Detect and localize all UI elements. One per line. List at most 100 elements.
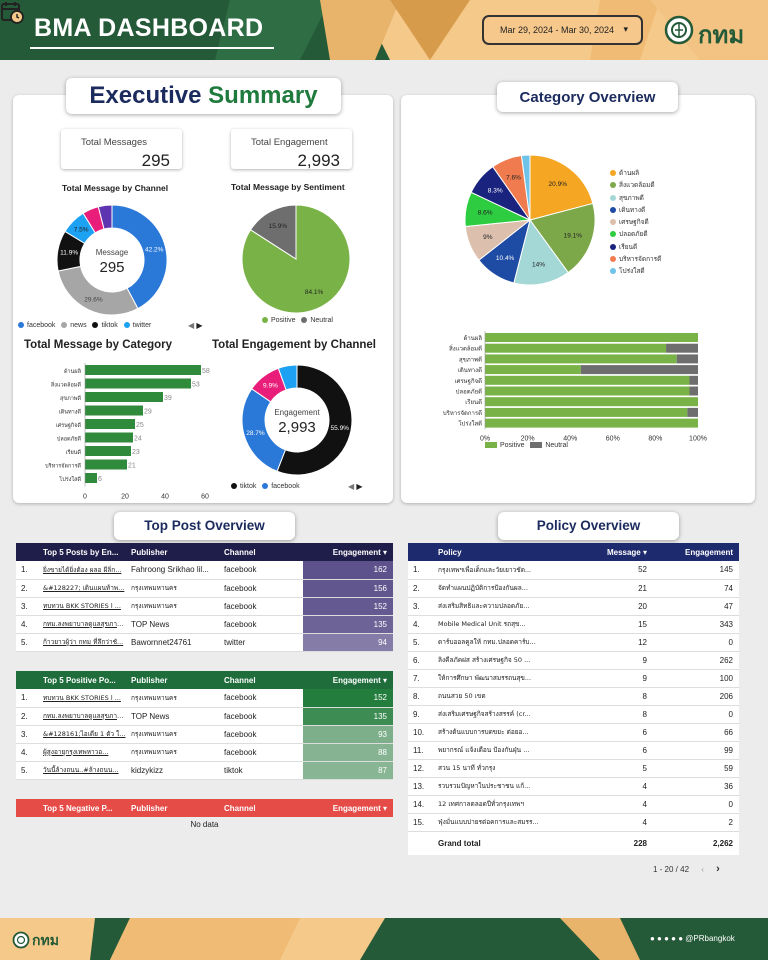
tick-label: 80% [648, 435, 662, 442]
table-cell: 3. [408, 597, 433, 616]
table-cell: 94 [303, 633, 393, 652]
bar-label: ปลอดภัยดี [57, 436, 82, 443]
column-header[interactable] [16, 543, 38, 561]
column-header[interactable] [408, 543, 433, 561]
table-cell: 9. [408, 705, 433, 724]
table-cell: 3. [16, 597, 38, 616]
table-row[interactable]: 2. &#128227; เดินแผนท้าพ... กรุงเทพมหานคร f… [16, 579, 393, 598]
next-icon[interactable]: ▶ [196, 321, 203, 330]
prev-page-icon[interactable]: ‹ [701, 865, 704, 874]
tick-label: 60 [201, 494, 209, 501]
bar-label: เดินทางดี [59, 409, 82, 416]
column-header[interactable]: Channel [219, 671, 303, 689]
legend-label: ปลอดภัยดี [619, 230, 648, 239]
table-row[interactable]: 8. ถนนสวย 50 เขต 8 206 [408, 687, 739, 706]
table-row[interactable]: 5. ก้าวยาวผู้ว่า กทม ที่ลึกว่าชั... Baworn… [16, 633, 393, 652]
calendar-icon[interactable] [0, 0, 24, 24]
table-cell: 7. [408, 669, 433, 688]
table-cell: 0 [653, 795, 739, 814]
column-header[interactable]: Engagement ▾ [303, 671, 393, 689]
legend-item: Neutral [301, 317, 333, 324]
sentiment-chart-title: Total Message by Sentiment [231, 182, 345, 192]
prev-icon[interactable]: ◀ [188, 321, 195, 330]
table-row[interactable]: 4. Mobile Medical Unit รถสุข... 15 343 [408, 615, 739, 634]
social-icons[interactable]: ● ● ● ● ● [650, 934, 684, 943]
table-row[interactable]: 2. จัดทำแผนปฏิบัติการป้องกันผล... 21 74 [408, 579, 739, 598]
next-page-icon[interactable]: › [716, 863, 720, 875]
column-header[interactable]: Publisher [126, 543, 219, 561]
kpi-total-engagement: Total Engagement 2,993 [231, 129, 352, 170]
header-decoration [0, 0, 768, 60]
table-header: Top 5 Posts by En... Publisher Channel Enga… [16, 543, 393, 561]
table-cell: 4. [16, 615, 38, 634]
column-header[interactable]: Top 5 Posts by En... [38, 543, 126, 561]
table-cell: 2. [16, 707, 38, 726]
top-negative-posts-table: Top 5 Negative P... Publisher Channel Engag… [16, 799, 393, 817]
bar-label: โปร่งใสดี [59, 475, 81, 483]
slice-label: 7.6% [506, 175, 521, 182]
column-header[interactable]: Channel [219, 799, 303, 817]
table-row[interactable]: 7. ให้การศึกษา พัฒนาสมรรถนสุข... 9 100 [408, 669, 739, 688]
table-row[interactable]: 9. ส่งเสริมเศรษฐกิจสร้างสรรค์ (cr... 8 0 [408, 705, 739, 724]
column-header[interactable]: Channel [219, 543, 303, 561]
policy-overview-heading: Policy Overview [498, 512, 679, 540]
bar-neutral [689, 386, 698, 396]
table-row[interactable]: 14. 12 เทศกาลตลอดปีทั่วกรุงเทพฯ 4 0 [408, 795, 739, 814]
bar [85, 432, 133, 443]
bar-positive [485, 386, 690, 396]
table-row[interactable]: 3. ทบทวน BKK STORIES l ... กรุงเทพมหานคร fa… [16, 597, 393, 616]
column-header[interactable]: Publisher [126, 799, 219, 817]
engagement-chart-title: Total Engagement by Channel [212, 339, 376, 351]
legend-swatch [610, 182, 616, 189]
table-row[interactable]: 2. กทม.ลงพยาบาลดูแลสุขภาพ... TOP News faceb… [16, 707, 393, 726]
table-row[interactable]: 1. ยิ่งขายได้ยิ่งต้อง ผลอ ผีลิ่ก... Fahroo… [16, 561, 393, 580]
legend-pager[interactable]: ◀ ▶ [188, 321, 203, 330]
table-row[interactable]: 4. ผู้สูงอายุกรุงเทพหาวอ... กรุงเทพมหานคร f… [16, 743, 393, 762]
category-chart-title: Total Message by Category [24, 339, 173, 351]
column-header[interactable]: Engagement ▾ [303, 543, 393, 561]
legend-label: เรียนดี [619, 242, 638, 251]
tick-label: 60% [606, 435, 620, 442]
legend-item: โปร่งใสดี [610, 266, 661, 276]
date-range-value: Mar 29, 2024 - Mar 30, 2024 [500, 25, 615, 35]
table-row[interactable]: 3. &#128161;ไอเดีย 1 ตัว ใ... กรุงเทพมหานค… [16, 725, 393, 744]
table-cell: ทบทวน BKK STORIES l ... [38, 597, 126, 616]
table-cell: 13. [408, 777, 433, 796]
table-row[interactable]: 3. ส่งเสริมสิทธิและความปลอดภัย... 20 47 [408, 597, 739, 616]
column-header[interactable]: Engagement ▾ [303, 799, 393, 817]
bar-neutral [689, 375, 698, 385]
legend-pager[interactable]: ◀ ▶ [348, 482, 363, 491]
column-header[interactable]: Publisher [126, 671, 219, 689]
table-cell: 10. [408, 723, 433, 742]
table-row[interactable]: 5. ดาร์บออลคูลให้ กทม.ปลอดคาร์บ... 12 0 [408, 633, 739, 652]
column-header[interactable]: Top 5 Negative P... [38, 799, 126, 817]
table-row[interactable]: 10. สร้างต้นแบบการบดขยะ ต่อยอ... 6 66 [408, 723, 739, 742]
table-cell: 12 [583, 633, 653, 652]
prev-icon[interactable]: ◀ [348, 482, 355, 491]
table-row[interactable]: 5. วันนี้ล้างถนน..#ล้างถนน... kidzykizz tik… [16, 761, 393, 780]
column-header[interactable] [16, 671, 38, 689]
column-header[interactable]: Message ▾ [583, 543, 653, 561]
column-header[interactable]: Policy [433, 543, 583, 561]
bar-value: 6 [98, 476, 102, 483]
category-pie-legend: ด้านผลิ สิ่งแวดล้อมดี สุขภาพดี เดินทางดี เศร… [610, 168, 661, 279]
column-header[interactable]: Top 5 Positive Po... [38, 671, 126, 689]
table-row[interactable]: 6. ลิงคีลภัคผ่ส สร้างเศรษฐกิจ 50 ... 9 262 [408, 651, 739, 670]
legend-item: สุขภาพดี [610, 193, 661, 203]
bar-positive [485, 354, 677, 364]
table-cell: 135 [303, 615, 393, 634]
table-row[interactable]: 1. ทบทวน BKK STORIES l ... กรุงเทพมหานคร fa… [16, 689, 393, 708]
date-range-picker[interactable]: Mar 29, 2024 - Mar 30, 2024 ▾ [482, 15, 643, 45]
table-row[interactable]: 12. สวน 15 นาที ทั่วกรุง 5 59 [408, 759, 739, 778]
table-cell: 47 [653, 597, 739, 616]
next-icon[interactable]: ▶ [356, 482, 363, 491]
table-row[interactable]: 1. กรุงเทพฯเพื่อเด็กและวัยเยาวชัด... 52 145 [408, 561, 739, 580]
table-row[interactable]: 13. รวบรวมปัญหาในประชาชน แก้... 4 36 [408, 777, 739, 796]
table-row[interactable]: 15. ฟุ่งมั่นแบบบ่ายรต่อคการและสมรร... 4 2 [408, 813, 739, 832]
table-cell: 93 [303, 725, 393, 744]
column-header[interactable]: Engagement [653, 543, 739, 561]
column-header[interactable] [16, 799, 38, 817]
bar-neutral [687, 407, 698, 417]
table-row[interactable]: 11. พยากรณ์ แจ้งเตือน ป้องกันฝุ่น ... 6 99 [408, 741, 739, 760]
table-row[interactable]: 4.กทม.ลงพยาบาลดูแลสุขภาพศรีเ...TOP Newsf… [16, 615, 393, 634]
